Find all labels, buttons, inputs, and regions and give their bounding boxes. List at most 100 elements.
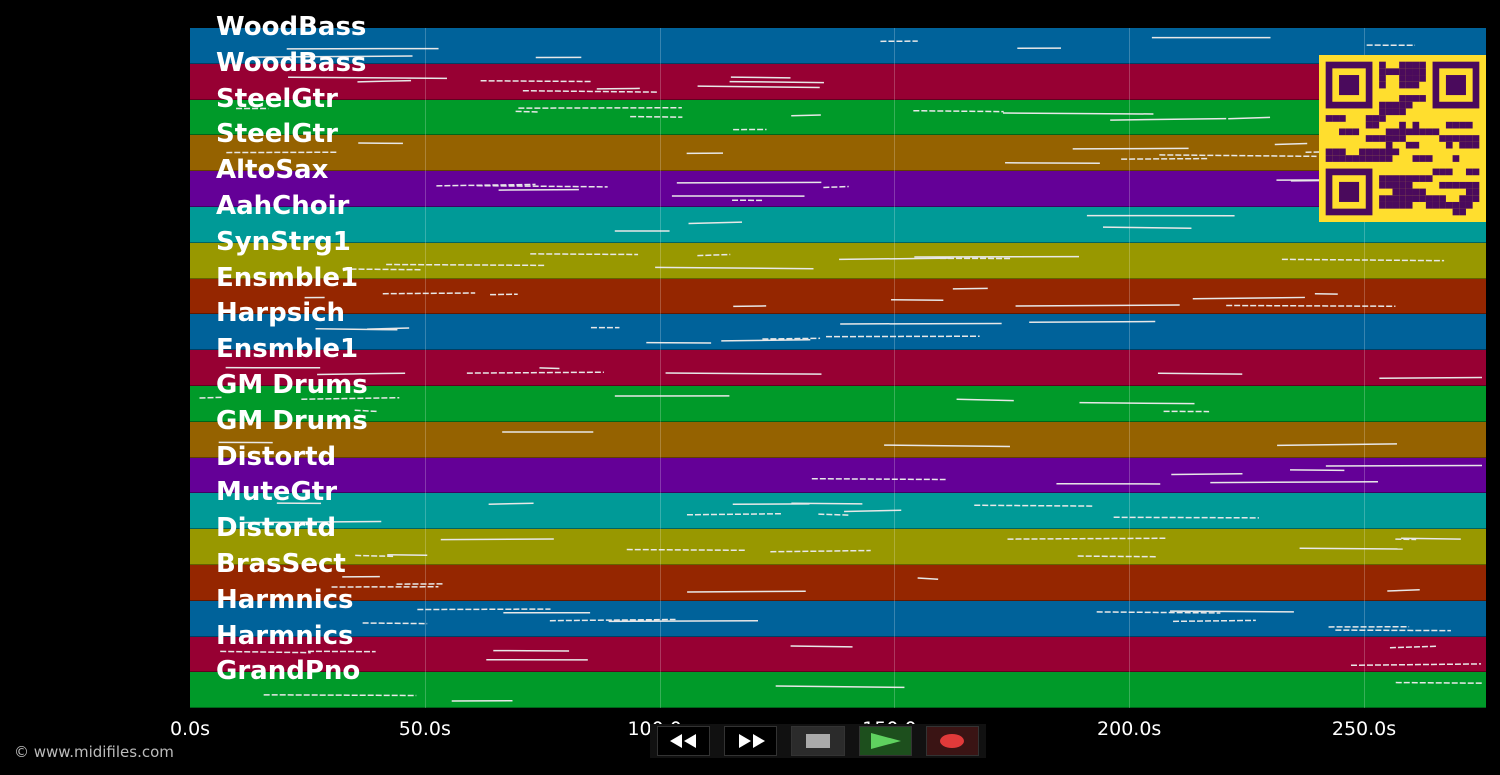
play-icon <box>871 733 902 749</box>
note-stroke <box>386 263 545 266</box>
record-button[interactable] <box>925 726 980 756</box>
track-lane <box>190 171 1486 207</box>
track-label: GrandPno <box>216 656 361 687</box>
note-stroke <box>1077 555 1158 558</box>
track-lane <box>190 314 1486 351</box>
track-notes <box>342 252 1445 271</box>
track-lane <box>190 135 1486 172</box>
track-label: Ensmble1 <box>216 262 359 293</box>
track-notes <box>304 287 1396 307</box>
track-label: GM Drums <box>216 405 368 436</box>
note-stroke <box>1387 588 1420 592</box>
note-stroke <box>917 577 939 581</box>
track-label: Harmnics <box>216 620 354 651</box>
note-stroke <box>1171 472 1243 475</box>
note-stroke <box>1157 372 1243 376</box>
note-stroke <box>665 372 822 376</box>
time-tick-label: 200.0s <box>1097 718 1162 740</box>
track-lane <box>190 457 1486 494</box>
note-stroke <box>1210 480 1378 483</box>
track-label: SteelGtr <box>216 83 338 114</box>
note-stroke <box>1228 116 1271 120</box>
track-label: GM Drums <box>216 370 368 400</box>
note-stroke <box>317 372 406 376</box>
track-label: Harpsich <box>216 298 346 329</box>
note-stroke <box>243 521 382 524</box>
time-gridline <box>1129 28 1131 708</box>
track-notes <box>331 575 1420 593</box>
note-stroke <box>1389 645 1437 649</box>
note-stroke <box>220 650 311 654</box>
track-notes <box>236 106 1271 130</box>
note-stroke <box>1002 111 1154 115</box>
qr-code-graphic <box>1325 61 1480 216</box>
note-stroke <box>1096 610 1221 614</box>
note-stroke <box>522 89 658 93</box>
track-notes <box>225 367 1483 380</box>
note-stroke <box>1102 226 1192 230</box>
track-lane <box>190 529 1486 565</box>
track-lane <box>190 493 1486 530</box>
note-stroke <box>1029 321 1156 324</box>
piano-roll <box>190 28 1486 709</box>
time-tick-label: 250.0s <box>1331 718 1397 740</box>
note-stroke <box>770 549 871 553</box>
track-label: AahChoir <box>216 191 350 221</box>
note-stroke <box>1395 682 1483 685</box>
note-stroke <box>251 55 413 58</box>
note-stroke <box>1335 629 1451 632</box>
track-notes <box>199 395 1210 413</box>
track-lane <box>190 278 1486 315</box>
note-stroke <box>342 268 422 271</box>
note-stroke <box>1379 376 1483 380</box>
track-lane <box>190 600 1486 637</box>
note-stroke <box>974 504 1093 508</box>
rewind-button[interactable] <box>657 726 711 756</box>
track-notes <box>315 321 1156 345</box>
note-stroke <box>1173 619 1256 622</box>
note-stroke <box>549 618 676 622</box>
note-stroke <box>1277 442 1397 446</box>
note-stroke <box>1401 537 1461 541</box>
track-lane <box>190 565 1486 601</box>
note-stroke <box>498 189 579 192</box>
note-stroke <box>791 113 821 117</box>
note-stroke <box>626 548 746 552</box>
time-gridline <box>894 28 896 708</box>
track-notes <box>362 608 1451 632</box>
note-stroke <box>1079 401 1195 405</box>
fast-forward-button[interactable] <box>724 726 778 756</box>
note-stroke <box>1226 304 1396 307</box>
note-stroke <box>697 85 820 89</box>
time-tick-label: 0.0s <box>169 718 211 740</box>
track-lane <box>190 207 1486 243</box>
track-notes <box>218 431 1397 448</box>
track-label: Harmnics <box>216 584 354 615</box>
note-stroke <box>1350 662 1482 666</box>
track-label: AltoSax <box>216 155 329 186</box>
note-stroke <box>1325 464 1483 467</box>
note-stroke <box>1170 610 1294 613</box>
play-button[interactable] <box>858 726 912 756</box>
note-stroke <box>721 339 811 343</box>
transport-bar <box>650 724 986 758</box>
note-stroke <box>811 477 946 480</box>
note-stroke <box>355 554 394 558</box>
track-label: MuteGtr <box>216 477 338 508</box>
track-notes <box>226 142 1483 165</box>
track-notes <box>811 464 1483 485</box>
note-stroke <box>1281 258 1445 262</box>
track-notes <box>288 76 824 93</box>
note-stroke <box>1290 468 1345 471</box>
track-lane <box>190 242 1486 279</box>
track-notes <box>220 644 1482 666</box>
track-label: Distortd <box>216 441 337 472</box>
stop-button[interactable] <box>791 726 845 756</box>
note-stroke <box>818 513 851 517</box>
note-stroke <box>480 79 592 83</box>
track-lane <box>190 63 1486 100</box>
rewind-icon <box>669 734 696 748</box>
track-label: WoodBass <box>216 12 367 42</box>
note-stroke <box>697 253 731 257</box>
note-stroke <box>1274 143 1308 146</box>
